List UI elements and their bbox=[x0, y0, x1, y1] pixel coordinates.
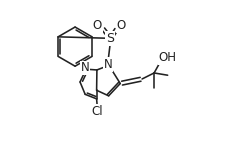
Text: N: N bbox=[104, 58, 112, 71]
Text: S: S bbox=[106, 32, 114, 45]
Text: Cl: Cl bbox=[91, 105, 103, 118]
Text: O: O bbox=[93, 19, 102, 32]
Text: OH: OH bbox=[159, 51, 177, 64]
Text: O: O bbox=[117, 19, 126, 32]
Text: N: N bbox=[81, 61, 89, 74]
